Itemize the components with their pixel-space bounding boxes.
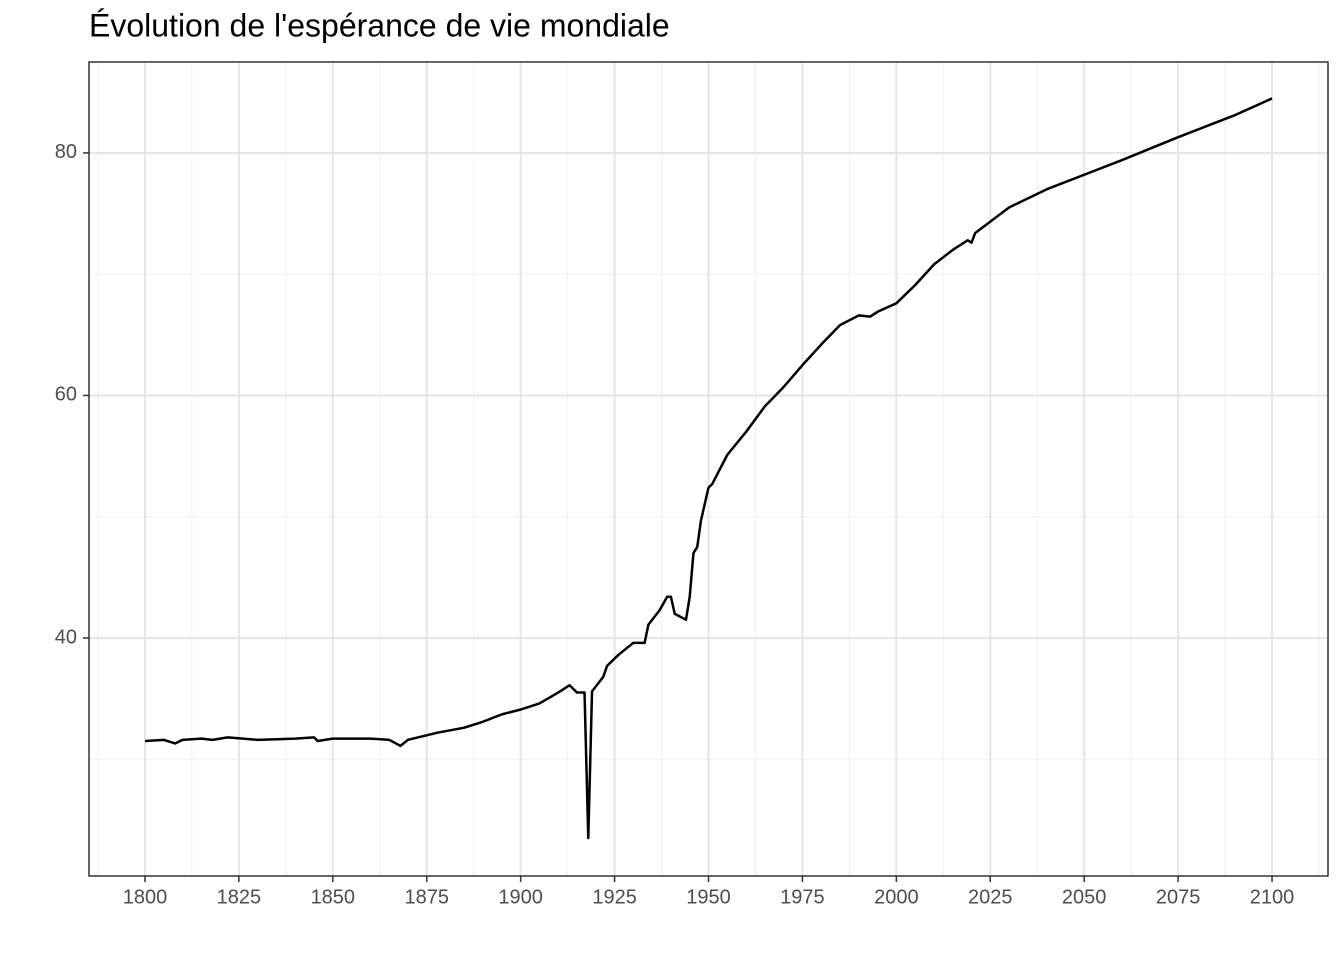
y-tick-label: 40: [55, 626, 77, 648]
x-tick-label: 1875: [404, 886, 449, 908]
x-tick-label: 1800: [123, 886, 168, 908]
x-tick-label: 2000: [874, 886, 919, 908]
data-line: [144, 97, 1273, 840]
x-tick-label: 1900: [498, 886, 543, 908]
y-tick-label: 60: [55, 384, 77, 406]
x-tick-label: 2050: [1062, 886, 1107, 908]
x-tick-label: 1825: [217, 886, 262, 908]
x-tick-label: 1950: [686, 886, 731, 908]
panel-border: [88, 61, 1329, 877]
x-tick-label: 1925: [592, 886, 637, 908]
x-tick-label: 1850: [311, 886, 356, 908]
chart-title: Évolution de l'espérance de vie mondiale: [89, 7, 670, 43]
x-tick-label: 2075: [1156, 886, 1201, 908]
x-tick-label: 2100: [1250, 886, 1295, 908]
x-tick-label: 1975: [780, 886, 825, 908]
y-tick-label: 80: [55, 141, 77, 163]
x-tick-label: 2025: [968, 886, 1013, 908]
